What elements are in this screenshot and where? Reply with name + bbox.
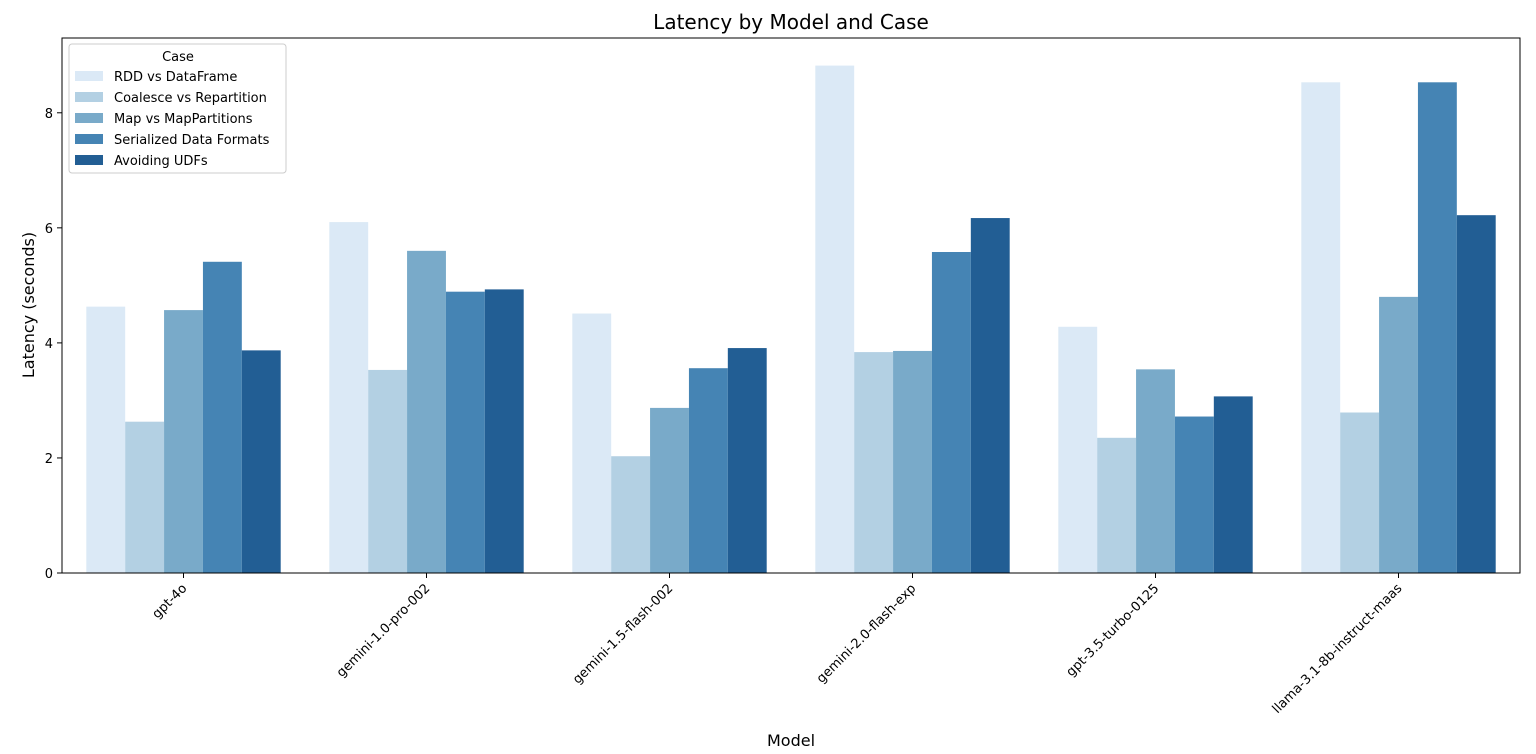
bar-3-1 <box>854 352 894 573</box>
legend-label-0: RDD vs DataFrame <box>114 70 237 85</box>
bar-0-3 <box>202 261 242 573</box>
legend-label-1: Coalesce vs Repartition <box>114 91 267 106</box>
y-tick-label-0: 0 <box>45 567 53 582</box>
bar-0-4 <box>241 350 281 573</box>
bar-1-1 <box>368 369 408 573</box>
bar-4-0 <box>1058 326 1098 573</box>
y-tick-label-1: 2 <box>45 452 53 467</box>
x-tick-label-3: gemini-2.0-flash-exp <box>814 581 919 686</box>
bar-3-3 <box>931 252 971 573</box>
legend-swatch-4 <box>75 155 103 165</box>
bar-0-1 <box>125 421 165 573</box>
bar-4-3 <box>1174 416 1214 573</box>
legend-swatch-1 <box>75 92 103 102</box>
bar-2-1 <box>611 456 651 573</box>
bar-4-4 <box>1213 396 1253 573</box>
x-tick-label-0: gpt-4o <box>150 581 191 622</box>
bar-1-3 <box>445 291 485 573</box>
x-tick-label-5: llama-3.1-8b-instruct-maas <box>1270 581 1406 717</box>
legend: Case RDD vs DataFrame Coalesce vs Reparti… <box>68 43 287 174</box>
y-tick-label-3: 6 <box>45 222 53 237</box>
bar-2-2 <box>650 407 689 573</box>
x-tick-label-1: gemini-1.0-pro-002 <box>334 581 433 680</box>
bar-2-3 <box>688 368 728 573</box>
bars-group <box>86 65 1496 574</box>
legend-frame <box>68 43 287 174</box>
legend-swatch-2 <box>75 113 103 123</box>
bar-5-4 <box>1456 215 1496 573</box>
bar-3-4 <box>970 218 1010 573</box>
legend-label-4: Avoiding UDFs <box>114 154 208 169</box>
bar-4-2 <box>1136 369 1175 573</box>
x-axis-ticks: gpt-4o gemini-1.0-pro-002 gemini-1.5-flash… <box>150 573 1406 717</box>
legend-title: Case <box>162 50 194 65</box>
legend-swatch-0 <box>75 71 103 81</box>
bar-1-2 <box>407 250 446 573</box>
y-axis-label: Latency (seconds) <box>19 232 38 378</box>
legend-items: RDD vs DataFrame Coalesce vs Repartition M… <box>75 70 270 169</box>
x-tick-label-4: gpt-3.5-turbo-0125 <box>1064 581 1163 680</box>
bar-0-0 <box>86 306 126 573</box>
bar-5-0 <box>1301 82 1341 574</box>
bar-4-1 <box>1097 437 1137 573</box>
bar-1-4 <box>484 289 524 573</box>
bar-1-0 <box>329 222 369 573</box>
x-tick-label-2: gemini-1.5-flash-002 <box>570 581 676 687</box>
bar-3-2 <box>893 350 932 573</box>
bar-0-2 <box>164 310 203 573</box>
plot-frame <box>61 37 1521 574</box>
legend-swatch-3 <box>75 134 103 144</box>
legend-label-3: Serialized Data Formats <box>114 133 270 148</box>
bar-5-3 <box>1417 82 1457 574</box>
bar-5-2 <box>1379 296 1418 573</box>
legend-label-2: Map vs MapPartitions <box>114 112 253 127</box>
bar-5-1 <box>1340 412 1380 573</box>
bar-2-4 <box>727 348 767 573</box>
chart-title: Latency by Model and Case <box>653 10 929 34</box>
bar-2-0 <box>572 313 612 573</box>
y-axis-ticks: 0 2 4 6 8 <box>45 107 62 582</box>
y-tick-label-2: 4 <box>45 337 53 352</box>
y-tick-label-4: 8 <box>45 107 53 122</box>
bar-3-0 <box>815 65 855 574</box>
x-axis-label: Model <box>767 731 815 750</box>
